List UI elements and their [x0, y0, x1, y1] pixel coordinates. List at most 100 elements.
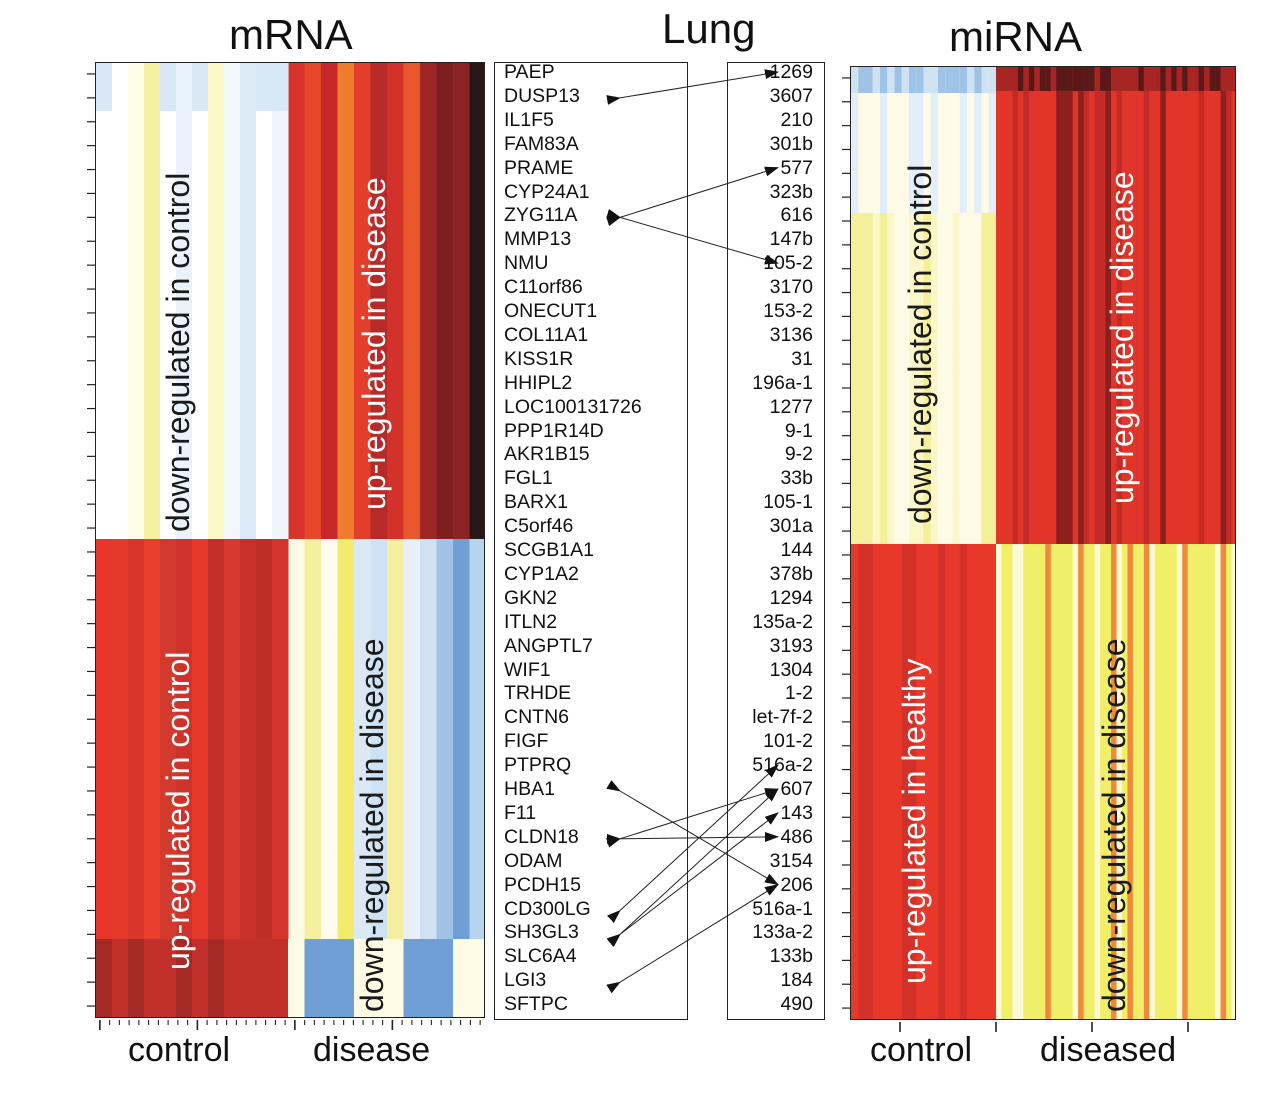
heatmap-cell [453, 939, 470, 1017]
heatmap-cell [256, 939, 272, 1017]
heatmap-cell [981, 544, 990, 1019]
heatmap-cell [1078, 67, 1085, 91]
mirna-label: 3193 [769, 634, 813, 657]
gene-label: HBA1 [504, 778, 555, 800]
heatmap-cell [1127, 67, 1134, 544]
heatmap-cell [1100, 67, 1107, 544]
heatmap-cell [930, 67, 939, 544]
heatmap-cell [420, 939, 437, 1017]
heatmap-cell [1143, 67, 1150, 91]
heatmap-cell [96, 939, 112, 1017]
mrna-label-top-right: up-regulated in disease [356, 177, 392, 510]
heatmap-cell [1056, 544, 1063, 1019]
heatmap-cell [1121, 67, 1128, 544]
mirna-label: 184 [780, 969, 813, 992]
gene-label: KISS1R [504, 347, 574, 370]
heatmap-cell [1160, 67, 1167, 91]
heatmap-cell [1138, 67, 1145, 91]
mirna-label: 206 [780, 873, 813, 896]
heatmap-cell [420, 539, 437, 1017]
heatmap-cell [996, 67, 1002, 91]
heatmap-cell [1100, 544, 1107, 1019]
heatmap-cell [909, 93, 917, 213]
heatmap-cell [981, 67, 990, 93]
heatmap-cell [865, 67, 874, 93]
heatmap-cell [370, 539, 388, 1017]
mirna-label-bottom-left: up-regulated in healthy [896, 658, 932, 984]
gene-label: CD300LG [504, 897, 591, 920]
heatmap-cell [858, 67, 866, 544]
heatmap-cell [945, 67, 953, 93]
heatmap-cell [1160, 544, 1167, 1019]
heatmap-cell [858, 544, 866, 1019]
gene-label: ONECUT1 [504, 300, 598, 322]
gene-label: ODAM [504, 849, 563, 872]
mirna-label: 1304 [769, 658, 813, 681]
heatmap-cell [1149, 67, 1156, 544]
mrna-label-top-left: down-regulated in control [160, 172, 196, 532]
heatmap-cell [1078, 544, 1085, 1019]
heatmap-cell [1231, 67, 1235, 91]
heatmap-cell [945, 544, 953, 1019]
heatmap-cell [1220, 67, 1227, 544]
heatmap-cell [256, 63, 272, 111]
gene-label: C5orf46 [504, 515, 574, 538]
gene-label: COL11A1 [504, 323, 589, 346]
heatmap-cell [1039, 67, 1046, 544]
heatmap-cell [469, 539, 484, 1017]
heatmap-cell [923, 544, 932, 1019]
heatmap-cell [403, 939, 420, 1017]
heatmap-cell [1154, 67, 1161, 91]
gene-label: PAEP [504, 61, 555, 83]
heatmap-cell [1050, 67, 1057, 91]
heatmap-cell [865, 93, 874, 213]
heatmap-cell [981, 93, 990, 213]
gene-label: ITLN2 [504, 610, 558, 633]
gene-label: C11orf86 [504, 276, 583, 299]
mirna-label: 1277 [769, 395, 813, 418]
heatmap-cell [1154, 544, 1161, 1019]
mirna-label: 1-2 [784, 682, 813, 705]
heatmap-cell [1165, 67, 1172, 91]
gene-label: PRAME [504, 156, 574, 179]
heatmap-cell [1127, 67, 1134, 91]
gene-label: CYP24A1 [504, 180, 590, 203]
heatmap-cell [1171, 67, 1178, 544]
heatmap-cell [160, 63, 176, 111]
heatmap-cell [952, 67, 961, 93]
heatmap-cell [923, 67, 932, 544]
heatmap-cell [887, 93, 895, 213]
heatmap-cell [1050, 67, 1057, 544]
heatmap-cell [453, 539, 470, 1017]
heatmap-cell [1017, 67, 1024, 544]
heatmap-cell [337, 63, 355, 539]
heatmap-cell [945, 93, 953, 213]
heatmap-cell [974, 544, 982, 1019]
heatmap-cell [1067, 67, 1074, 544]
gene-label: HHIPL2 [504, 371, 573, 394]
heatmap-cell [923, 93, 932, 213]
heatmap-cell [858, 93, 866, 213]
mirna-label: 31 [791, 347, 813, 370]
heatmap-cell [304, 539, 322, 1017]
mirna-title: miRNA [949, 13, 1082, 60]
heatmap-cell [420, 63, 437, 539]
gene-label: SCGB1A1 [504, 539, 594, 561]
heatmap-cell [1017, 67, 1024, 91]
heatmap-cell [930, 93, 939, 213]
heatmap-cell [916, 544, 924, 1019]
heatmap-cell [1187, 544, 1194, 1019]
mirna-label: 607 [780, 778, 813, 800]
mirna-label-top-left: down-regulated in control [902, 164, 938, 524]
heatmap-cell [160, 539, 177, 1017]
heatmap-cell [1001, 544, 1008, 1019]
heatmap-cell [321, 63, 338, 539]
mirna-heatmap [850, 66, 1236, 1020]
heatmap-cell [988, 544, 997, 1019]
heatmap-cell [851, 67, 859, 93]
mrna-x-label-control: control [128, 1031, 231, 1069]
heatmap-cell [1056, 67, 1063, 91]
heatmap-cell [436, 63, 454, 539]
heatmap-cell [1193, 67, 1200, 544]
heatmap-cell [1143, 67, 1150, 544]
